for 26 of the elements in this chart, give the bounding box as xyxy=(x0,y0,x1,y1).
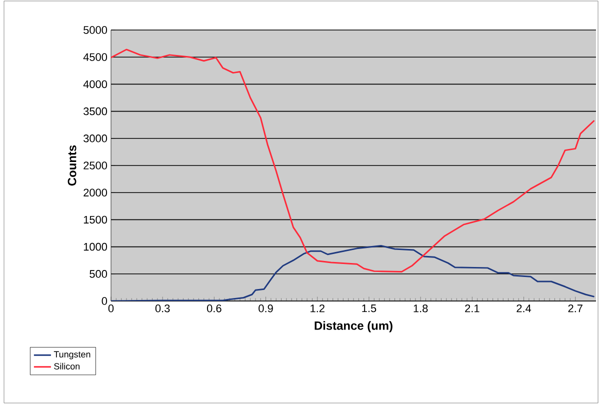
y-tick-label: 1000 xyxy=(84,242,108,251)
line-series xyxy=(111,48,596,272)
x-axis-title: Distance (um) xyxy=(314,321,392,332)
y-tick-label: 2000 xyxy=(84,188,108,196)
x-tick-label: 2.4 xyxy=(516,304,532,312)
y-tick-label: 4000 xyxy=(83,80,108,88)
y-tick-label: 0 xyxy=(102,297,108,305)
legend-label: Silicon xyxy=(54,362,80,370)
x-tick-label: 1.8 xyxy=(414,304,428,312)
x-tick-label: 2.7 xyxy=(568,304,582,312)
y-tick-label: 500 xyxy=(90,270,108,278)
x-tick-label: 0 xyxy=(108,304,114,312)
y-axis-title: Counts xyxy=(68,145,76,186)
y-tick-label: 3000 xyxy=(84,134,108,142)
legend-label: Tungsten xyxy=(54,351,90,360)
x-tick-label: 1.5 xyxy=(362,304,376,312)
y-tick-label: 5000 xyxy=(84,26,108,34)
x-tick-label: 0.6 xyxy=(206,304,222,312)
y-tick-label: 3500 xyxy=(84,107,108,116)
y-tick-label: 1500 xyxy=(84,216,108,224)
y-tick-label: 4500 xyxy=(83,53,108,61)
x-tick-label: 2.1 xyxy=(465,304,480,312)
x-tick-label: 0.9 xyxy=(258,304,273,312)
x-tick-label: 1.2 xyxy=(310,304,324,312)
x-tick-label: 0.3 xyxy=(155,304,170,312)
y-tick-label: 2500 xyxy=(84,162,108,170)
